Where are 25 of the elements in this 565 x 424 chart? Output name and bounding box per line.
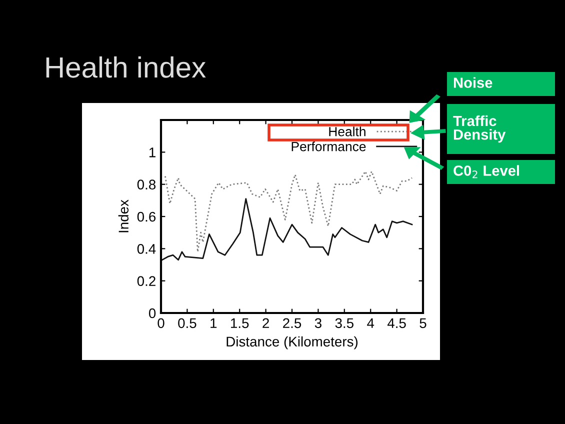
- y-tick-label: 1: [149, 148, 156, 158]
- x-tick-label: 5: [420, 318, 426, 328]
- text: C0$_{2}$ Level: [454, 165, 519, 178]
- x-axis-title: Distance (Kilometers): [226, 336, 358, 350]
- y-tick-label: 0.8: [137, 180, 156, 190]
- text: Noise: [454, 77, 492, 88]
- x-tick-label: 0: [158, 318, 164, 328]
- x-tick-label: 3.5: [335, 318, 354, 328]
- legend-label: Health: [329, 126, 366, 136]
- x-tick-label: 2: [262, 318, 269, 328]
- y-tick-label: 0: [148, 308, 156, 318]
- y-axis-title: Index: [118, 200, 129, 232]
- x-tick-label: 1.5: [231, 318, 249, 328]
- x-tick-label: 3: [314, 318, 322, 328]
- text: Traffic Density: [453, 115, 506, 143]
- y-tick-label: 0.6: [137, 212, 156, 222]
- x-tick-label: 4: [367, 318, 374, 328]
- x-tick-label: 4.5: [387, 318, 406, 328]
- y-tick-label: 0.4: [137, 244, 156, 254]
- chart-title: Health index: [46, 56, 206, 78]
- x-tick-label: 2.5: [283, 318, 302, 328]
- y-tick-label: 0.2: [137, 276, 156, 286]
- x-tick-label: 1: [210, 318, 217, 328]
- x-tick-label: 0.5: [178, 318, 196, 328]
- legend-label: Performance: [292, 142, 366, 152]
